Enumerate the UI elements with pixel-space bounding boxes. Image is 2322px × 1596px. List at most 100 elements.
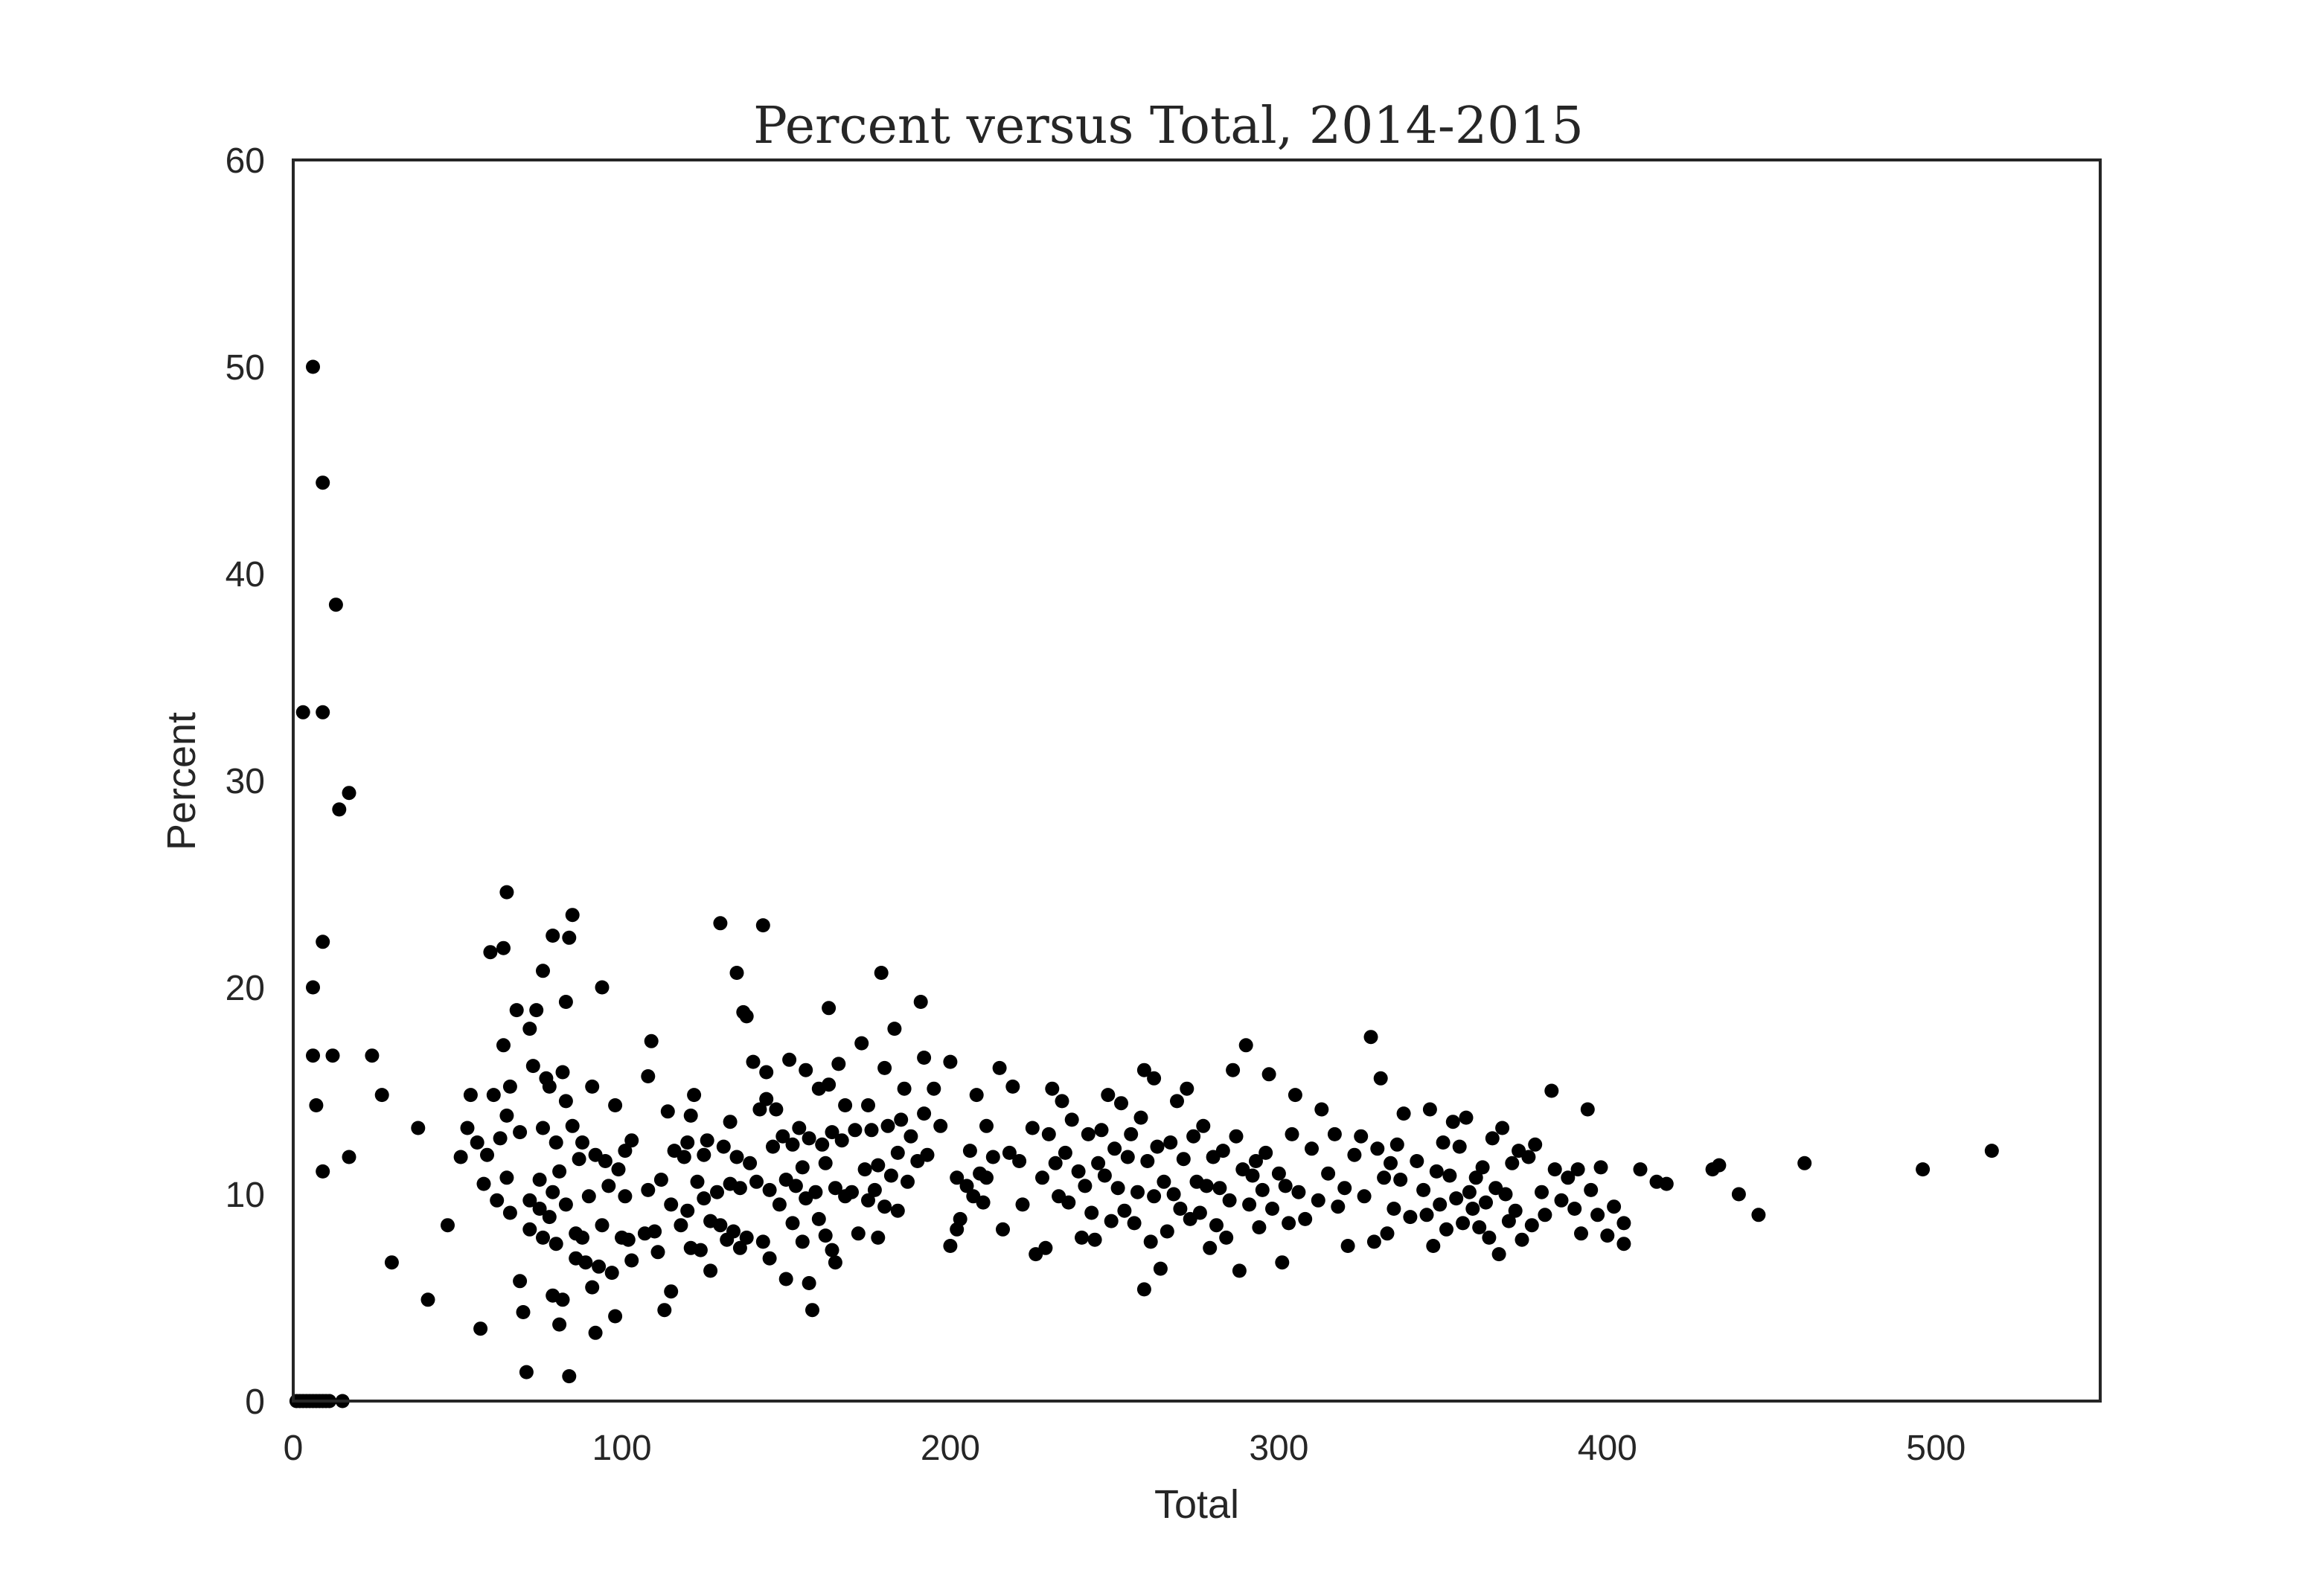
data-point — [1203, 1240, 1218, 1255]
data-point — [522, 1022, 537, 1036]
data-point — [1163, 1135, 1178, 1150]
data-point — [592, 1259, 607, 1274]
data-point — [680, 1135, 695, 1150]
data-point — [848, 1123, 863, 1138]
data-point — [762, 1182, 777, 1197]
data-point — [877, 1199, 892, 1214]
data-point — [306, 359, 320, 374]
data-point — [1387, 1202, 1401, 1216]
data-point — [1429, 1164, 1444, 1179]
data-point — [1505, 1156, 1520, 1170]
data-point — [1058, 1145, 1072, 1160]
data-point — [1298, 1211, 1313, 1226]
data-point — [1147, 1071, 1162, 1086]
data-point — [1107, 1141, 1122, 1156]
data-point — [845, 1185, 859, 1199]
data-point — [1616, 1237, 1631, 1252]
data-point — [328, 597, 343, 612]
data-point — [365, 1048, 380, 1063]
data-point — [739, 1230, 754, 1245]
data-point — [1327, 1127, 1342, 1141]
data-point — [851, 1226, 866, 1241]
data-point — [325, 1048, 340, 1063]
data-point — [608, 1309, 623, 1324]
data-point — [1180, 1081, 1194, 1096]
data-point — [864, 1123, 879, 1138]
data-point — [572, 1152, 586, 1167]
data-point — [825, 1125, 839, 1140]
x-axis-ticks: 0 100 200 300 400 500 — [284, 1429, 1966, 1468]
data-point — [499, 1170, 514, 1185]
data-point — [1153, 1261, 1168, 1276]
y-tick-label: 30 — [226, 762, 265, 801]
data-point — [578, 1255, 593, 1270]
data-point — [470, 1135, 484, 1150]
data-point — [693, 1243, 708, 1257]
data-point — [1331, 1199, 1346, 1214]
data-point — [1314, 1102, 1329, 1117]
data-point — [575, 1135, 589, 1150]
data-point — [838, 1098, 853, 1112]
data-point — [943, 1239, 958, 1253]
data-point — [917, 1051, 932, 1065]
data-point — [713, 916, 728, 931]
data-point — [795, 1160, 810, 1175]
data-point — [1173, 1202, 1188, 1216]
data-point — [1580, 1102, 1595, 1117]
data-point — [1255, 1182, 1270, 1197]
data-point — [1275, 1255, 1290, 1270]
data-point — [1075, 1230, 1089, 1245]
data-point — [697, 1147, 711, 1162]
data-point — [818, 1156, 833, 1170]
data-point — [1340, 1239, 1355, 1253]
data-point — [811, 1211, 826, 1226]
data-point — [1659, 1176, 1674, 1191]
data-point — [1452, 1139, 1467, 1154]
data-point — [894, 1112, 909, 1127]
data-point — [1196, 1118, 1211, 1133]
data-point — [1479, 1195, 1493, 1210]
data-point — [1337, 1181, 1352, 1196]
data-point — [1094, 1123, 1109, 1138]
data-point — [1524, 1218, 1539, 1233]
data-point — [1393, 1173, 1408, 1187]
data-point — [595, 1218, 610, 1233]
data-point — [499, 1108, 514, 1123]
data-point — [802, 1276, 816, 1290]
data-point — [920, 1147, 935, 1162]
data-point — [1377, 1170, 1392, 1185]
data-point — [1495, 1121, 1510, 1135]
data-point — [677, 1150, 691, 1164]
data-point — [1544, 1083, 1559, 1098]
data-point — [890, 1203, 905, 1218]
data-point — [493, 1131, 508, 1146]
data-point — [775, 1129, 790, 1144]
data-point — [769, 1102, 784, 1117]
data-point — [1366, 1234, 1381, 1249]
data-point — [752, 1102, 767, 1117]
data-point — [1291, 1185, 1306, 1199]
data-point — [1035, 1170, 1049, 1185]
data-point — [374, 1088, 389, 1103]
data-point — [1538, 1208, 1552, 1222]
data-point — [411, 1121, 426, 1135]
data-point — [713, 1218, 728, 1233]
data-point — [1087, 1232, 1102, 1247]
x-tick-label: 100 — [592, 1429, 651, 1468]
data-point — [1357, 1189, 1372, 1204]
data-point — [1570, 1162, 1585, 1177]
data-point — [1370, 1141, 1385, 1156]
data-point — [441, 1218, 455, 1233]
data-point — [555, 1292, 570, 1307]
data-point — [1468, 1170, 1483, 1185]
data-point — [548, 1237, 563, 1252]
data-point — [690, 1174, 705, 1189]
data-point — [502, 1205, 517, 1220]
x-axis-label: Total — [1154, 1482, 1239, 1527]
data-point — [877, 1060, 892, 1075]
data-point — [546, 1185, 560, 1199]
data-point — [1025, 1121, 1040, 1135]
data-point — [1170, 1094, 1184, 1109]
data-point — [950, 1170, 965, 1185]
data-point — [1285, 1127, 1299, 1141]
